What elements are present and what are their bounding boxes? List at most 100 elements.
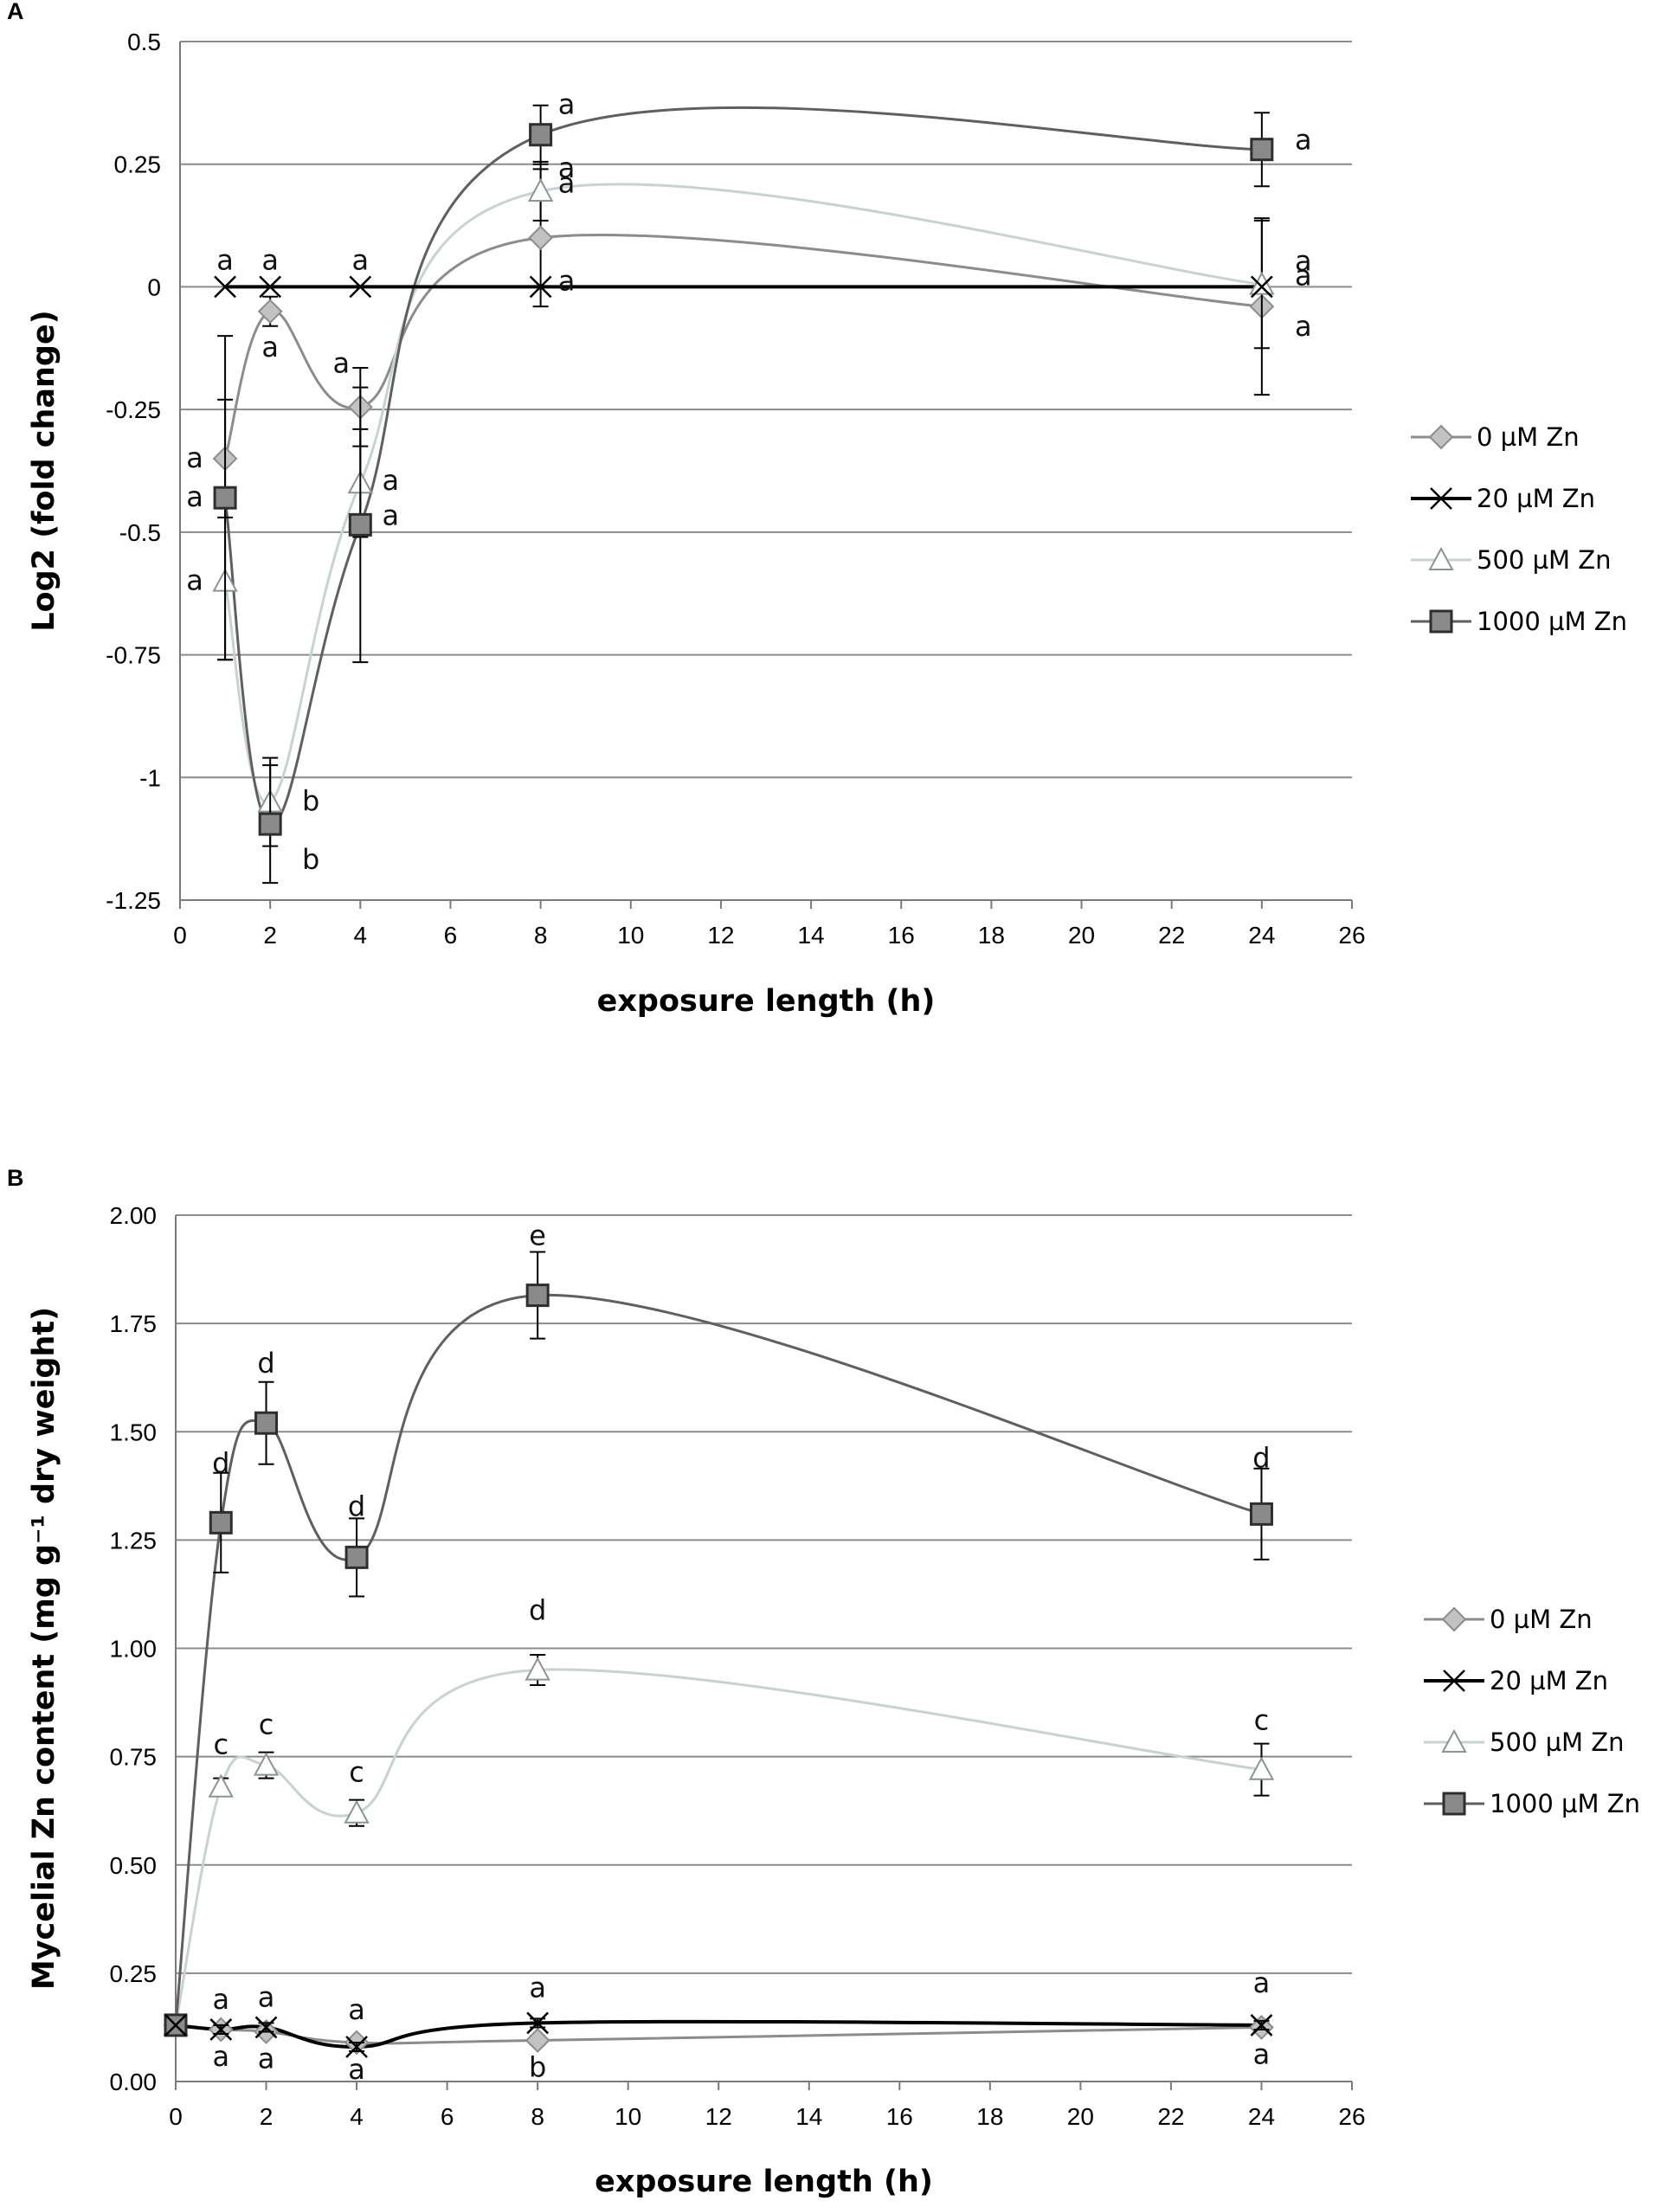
significance-label: a <box>558 151 576 184</box>
data-point <box>254 2016 278 2039</box>
significance-label: a <box>352 243 370 276</box>
data-point <box>344 1799 370 1824</box>
significance-label: a <box>348 1993 365 2026</box>
x-tick-label: 8 <box>531 2103 544 2130</box>
x-tick-label: 18 <box>976 2103 1003 2130</box>
series-line <box>223 106 1262 826</box>
significance-label: a <box>186 480 203 513</box>
x-tick-label: 0 <box>173 922 187 949</box>
data-point <box>349 275 372 299</box>
significance-label: a <box>1295 124 1312 157</box>
significance-label: a <box>216 243 234 276</box>
y-axis-title: Mycelial Zn content (mg g⁻¹ dry weight) <box>27 1307 61 1990</box>
data-point <box>1248 1756 1275 1780</box>
legend-label: 20 µM Zn <box>1490 1666 1608 1695</box>
significance-label: b <box>302 843 319 876</box>
data-point <box>344 1545 369 1569</box>
y-tick-label: -0.25 <box>106 396 161 423</box>
significance-label: b <box>302 785 319 818</box>
legend-marker <box>1430 487 1452 510</box>
data-point <box>257 299 283 325</box>
legend-marker <box>1429 609 1453 634</box>
y-tick-label: -0.75 <box>106 642 161 669</box>
data-point <box>254 1411 279 1435</box>
significance-label: d <box>1252 1441 1270 1474</box>
x-tick-label: 4 <box>354 922 368 949</box>
y-tick-label: 0.5 <box>127 29 161 55</box>
x-tick-label: 16 <box>886 2103 913 2130</box>
data-point <box>1249 271 1275 295</box>
legend-label: 0 µM Zn <box>1490 1605 1593 1634</box>
panel-letter: B <box>7 1165 24 1191</box>
legend-label: 500 µM Zn <box>1490 1728 1625 1757</box>
data-point <box>529 123 553 147</box>
data-point <box>1250 138 1274 162</box>
y-tick-label: 0.75 <box>110 1744 158 1771</box>
significance-label: a <box>333 346 351 379</box>
significance-label: a <box>348 2053 365 2086</box>
x-tick-label: 8 <box>534 922 548 949</box>
significance-label: d <box>529 1594 546 1627</box>
significance-label: a <box>1253 2037 1271 2070</box>
significance-label: d <box>212 1446 229 1479</box>
y-tick-label: 0.00 <box>110 2069 158 2095</box>
x-tick-label: 24 <box>1248 2103 1275 2130</box>
legend-marker <box>1443 1670 1465 1692</box>
x-tick-label: 4 <box>350 2103 364 2130</box>
data-point <box>345 2036 368 2058</box>
significance-label: a <box>383 499 400 531</box>
y-axis-title: Log2 (fold change) <box>27 310 61 631</box>
data-point <box>209 1510 233 1535</box>
y-tick-label: 2.00 <box>110 1202 158 1229</box>
y-tick-label: 1.50 <box>110 1419 158 1445</box>
chart-panel-A: A0.50.250-0.25-0.5-0.75-1-1.250 2 4 6 8 10 12 1… <box>7 0 1627 1019</box>
significance-label: a <box>186 564 203 597</box>
significance-label: a <box>258 1980 275 2013</box>
legend-marker <box>1428 546 1454 571</box>
panel-letter: A <box>7 0 24 24</box>
y-tick-label: 0 <box>147 273 161 300</box>
legend-marker <box>1441 1606 1467 1632</box>
significance-label: c <box>349 1756 364 1789</box>
x-axis-title: exposure length (h) <box>597 984 936 1019</box>
data-point <box>526 2011 550 2035</box>
significance-label: c <box>259 1708 274 1741</box>
legend-marker <box>1442 1792 1466 1816</box>
significance-label: c <box>213 1728 229 1761</box>
y-tick-label: 0.50 <box>110 1852 158 1879</box>
data-point <box>164 2014 187 2036</box>
data-point <box>259 275 282 299</box>
x-tick-label: 26 <box>1338 2103 1365 2130</box>
significance-label: a <box>558 264 576 297</box>
x-tick-label: 22 <box>1158 922 1185 949</box>
data-point <box>1250 275 1273 299</box>
significance-label: a <box>529 1971 546 2004</box>
significance-label: a <box>212 1983 229 2016</box>
x-tick-label: 12 <box>707 922 734 949</box>
significance-label: a <box>258 2042 275 2075</box>
x-tick-label: 20 <box>1068 922 1095 949</box>
x-tick-label: 18 <box>978 922 1005 949</box>
data-point <box>208 1773 234 1798</box>
x-tick-label: 20 <box>1067 2103 1094 2130</box>
x-tick-label: 6 <box>444 922 458 949</box>
x-tick-label: 10 <box>617 922 644 949</box>
significance-label: b <box>529 2050 546 2083</box>
data-point <box>348 512 372 537</box>
y-tick-label: 1.00 <box>110 1636 158 1663</box>
significance-label: a <box>1295 310 1312 343</box>
data-point <box>525 2028 550 2053</box>
x-tick-label: 2 <box>260 2103 274 2130</box>
y-tick-label: 0.25 <box>110 1960 158 1987</box>
significance-label: a <box>261 331 279 364</box>
series-line <box>174 1293 1262 2026</box>
x-tick-label: 0 <box>169 2103 183 2130</box>
y-tick-label: 0.25 <box>114 151 162 178</box>
x-tick-label: 6 <box>441 2103 454 2130</box>
x-tick-label: 2 <box>263 922 277 949</box>
x-tick-label: 12 <box>705 2103 732 2130</box>
legend-marker <box>1428 424 1454 450</box>
legend-label: 1000 µM Zn <box>1490 1789 1640 1818</box>
data-point <box>527 177 554 202</box>
x-tick-label: 14 <box>795 2103 822 2130</box>
